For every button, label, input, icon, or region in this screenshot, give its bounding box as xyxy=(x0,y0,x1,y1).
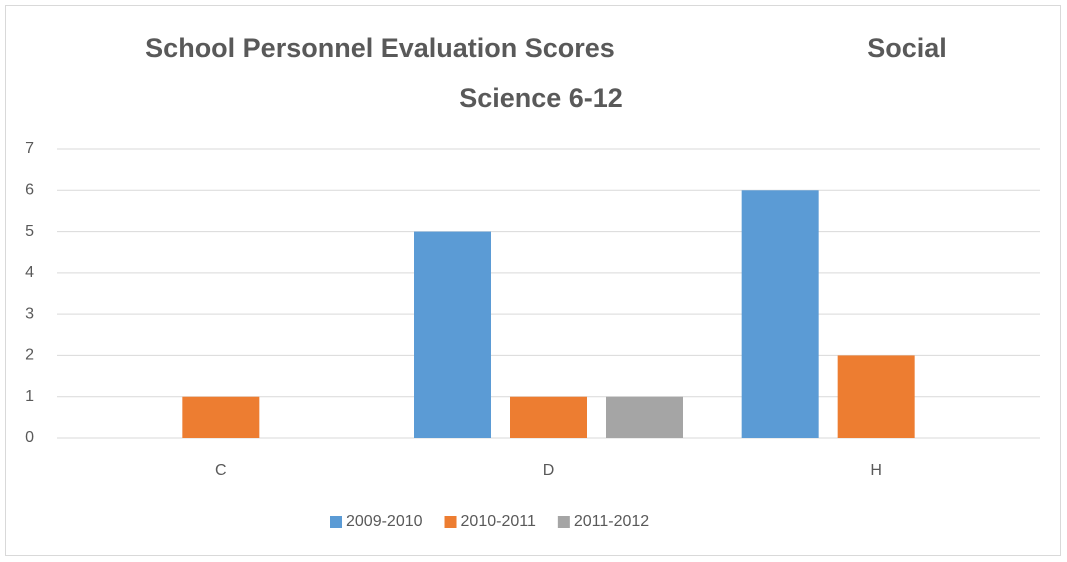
x-tick-label: H xyxy=(870,462,882,479)
bar xyxy=(414,231,491,438)
bar xyxy=(510,396,587,438)
y-tick-label: 1 xyxy=(25,388,34,405)
chart-title: Science 6-12 xyxy=(459,83,623,113)
bar xyxy=(741,190,819,438)
y-tick-label: 5 xyxy=(25,223,34,240)
y-tick-label: 7 xyxy=(25,140,34,157)
legend-swatch xyxy=(330,516,342,528)
legend-label: 2009-2010 xyxy=(346,513,423,530)
x-tick-label: D xyxy=(543,462,555,479)
chart-title: School Personnel Evaluation Scores xyxy=(145,33,615,63)
y-tick-label: 6 xyxy=(25,182,34,199)
legend-swatch xyxy=(557,516,570,528)
y-tick-label: 2 xyxy=(25,347,34,364)
x-tick-label: C xyxy=(215,462,227,479)
y-tick-label: 0 xyxy=(25,429,34,446)
chart-frame xyxy=(5,5,1061,556)
legend-label: 2010-2011 xyxy=(461,513,536,530)
y-tick-label: 3 xyxy=(25,305,34,322)
bar xyxy=(606,396,683,438)
chart-title: Social xyxy=(867,33,947,63)
bar xyxy=(837,355,915,438)
y-tick-label: 4 xyxy=(25,264,34,281)
legend-label: 2011-2012 xyxy=(574,513,649,530)
legend-swatch xyxy=(444,516,457,528)
bar xyxy=(182,396,260,438)
